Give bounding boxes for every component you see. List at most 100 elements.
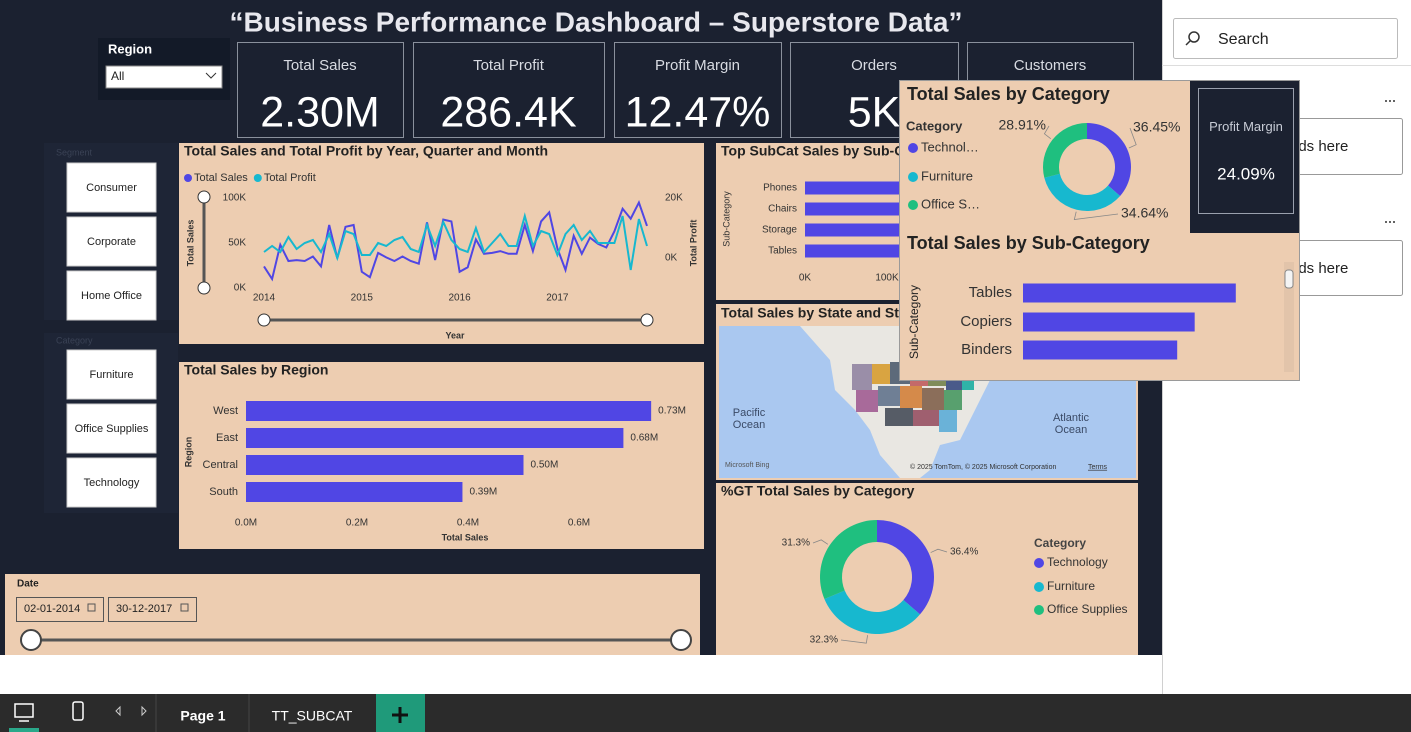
slicer-option: Office Supplies xyxy=(75,423,149,435)
donut-slice xyxy=(1043,123,1087,178)
kpi-label: Orders xyxy=(851,57,897,74)
x-tick-label: 0K xyxy=(799,273,812,284)
bar xyxy=(1023,340,1178,360)
legend-label: Total Sales xyxy=(194,172,248,184)
region-dropdown[interactable] xyxy=(105,65,223,89)
donut-slice xyxy=(820,520,877,599)
dashboard-title: “Business Performance Dashboard – Supers… xyxy=(230,6,963,37)
category-label: Central xyxy=(203,459,238,471)
legend-marker xyxy=(908,172,918,182)
slicer-option: Home Office xyxy=(81,290,142,302)
scrollbar-thumb[interactable] xyxy=(1284,269,1294,289)
date-input[interactable] xyxy=(16,597,104,622)
y-axis-title: Total Sales xyxy=(185,220,195,267)
prev-page[interactable] xyxy=(115,705,121,717)
category-label: South xyxy=(209,486,238,498)
leader-line xyxy=(1043,125,1051,140)
slider-handle[interactable] xyxy=(257,313,271,327)
chart-title: Total Sales by Region xyxy=(184,362,328,378)
kpi-value: 24.09% xyxy=(1217,164,1275,183)
y2-axis-title: Total Profit xyxy=(688,220,698,267)
map-label: Atlantic Ocean xyxy=(1052,412,1090,436)
x-tick-label: 2015 xyxy=(351,293,374,304)
leader-line xyxy=(1073,211,1119,220)
x-tick-label: 2016 xyxy=(448,293,471,304)
y-axis-title: Sub-Category xyxy=(907,285,921,359)
dropdown-chevron xyxy=(205,72,217,79)
map-attribution: © 2025 TomTom, © 2025 Microsoft Corporat… xyxy=(910,463,1056,471)
kpi-label: Profit Margin xyxy=(1209,119,1283,134)
x-tick-label: 2014 xyxy=(253,293,276,304)
bar xyxy=(246,401,652,421)
state xyxy=(872,364,890,384)
slider-handle[interactable] xyxy=(670,629,692,651)
more-menu[interactable] xyxy=(1385,221,1395,223)
y-tick-label: 100K xyxy=(223,193,247,204)
chart-title: Total Sales and Total Profit by Year, Qu… xyxy=(184,143,548,159)
search-box[interactable] xyxy=(1173,18,1398,59)
slicer-button[interactable] xyxy=(66,349,157,400)
category-label: Tables xyxy=(969,284,1012,301)
more-menu[interactable] xyxy=(1385,100,1395,102)
slider-handle[interactable] xyxy=(640,313,654,327)
kpi-label: Total Sales xyxy=(283,57,356,74)
slicer-option: Furniture xyxy=(89,369,133,381)
search-icon xyxy=(1188,31,1200,43)
leader-line xyxy=(930,548,948,553)
next-page[interactable] xyxy=(141,705,147,717)
kpi-label: Total Profit xyxy=(473,57,545,74)
slicer-option: Corporate xyxy=(87,236,136,248)
legend-label: Office Supplies xyxy=(1047,602,1128,616)
slider-handle[interactable] xyxy=(197,190,211,204)
legend-label: Technol… xyxy=(921,139,979,154)
chart-title: Total Sales by Category xyxy=(907,84,1110,104)
legend-marker xyxy=(908,143,918,153)
desktop-view-icon[interactable] xyxy=(14,703,34,718)
x-tick-label: 0.4M xyxy=(457,518,479,529)
slicer-button[interactable] xyxy=(66,457,157,508)
slicer-button[interactable] xyxy=(66,162,157,213)
series-line xyxy=(263,212,648,271)
data-label: 36.4% xyxy=(950,547,978,558)
series-line xyxy=(263,199,648,282)
legend-marker xyxy=(253,174,262,182)
bar xyxy=(246,482,463,502)
kpi-card xyxy=(614,42,782,138)
x-tick-label: 0.0M xyxy=(235,518,257,529)
field-well-placeholder: lds here xyxy=(1295,138,1348,155)
slicer-button[interactable] xyxy=(66,216,157,267)
legend-marker xyxy=(908,200,918,210)
donut-slice xyxy=(824,590,920,635)
field-well-placeholder: lds here xyxy=(1295,260,1348,277)
slicer-label: Region xyxy=(108,41,152,56)
active-view-indicator xyxy=(9,728,39,732)
date-end: 30-12-2017 xyxy=(116,603,172,615)
category-label: Tables xyxy=(768,246,797,257)
kpi-value: 5K xyxy=(848,88,901,136)
slicer-button[interactable] xyxy=(66,403,157,454)
data-label: 0.73M xyxy=(658,406,686,417)
slider-handle[interactable] xyxy=(20,629,42,651)
data-label: 0.68M xyxy=(630,433,658,444)
line-chart-panel xyxy=(179,143,704,344)
state xyxy=(856,390,878,412)
dropdown-value: All xyxy=(111,69,124,83)
page-tab[interactable]: TT_SUBCAT xyxy=(272,708,353,724)
mobile-view-icon[interactable] xyxy=(72,701,84,721)
chart-title: Total Sales by State and St xyxy=(721,305,899,321)
date-input[interactable] xyxy=(108,597,197,622)
slicer-button[interactable] xyxy=(66,270,157,321)
legend-label: Furniture xyxy=(921,168,973,183)
map-terms[interactable]: Terms xyxy=(1088,464,1108,471)
legend-marker xyxy=(1034,558,1044,568)
leader-line xyxy=(812,539,829,545)
state xyxy=(939,410,957,432)
slicer-option: Technology xyxy=(84,477,140,489)
slicer-label: Category xyxy=(56,335,93,345)
page-tab[interactable]: Page 1 xyxy=(180,708,225,724)
slider-handle[interactable] xyxy=(197,281,211,295)
kpi-value: 2.30M xyxy=(260,88,380,136)
kpi-label: Customers xyxy=(1014,57,1087,74)
